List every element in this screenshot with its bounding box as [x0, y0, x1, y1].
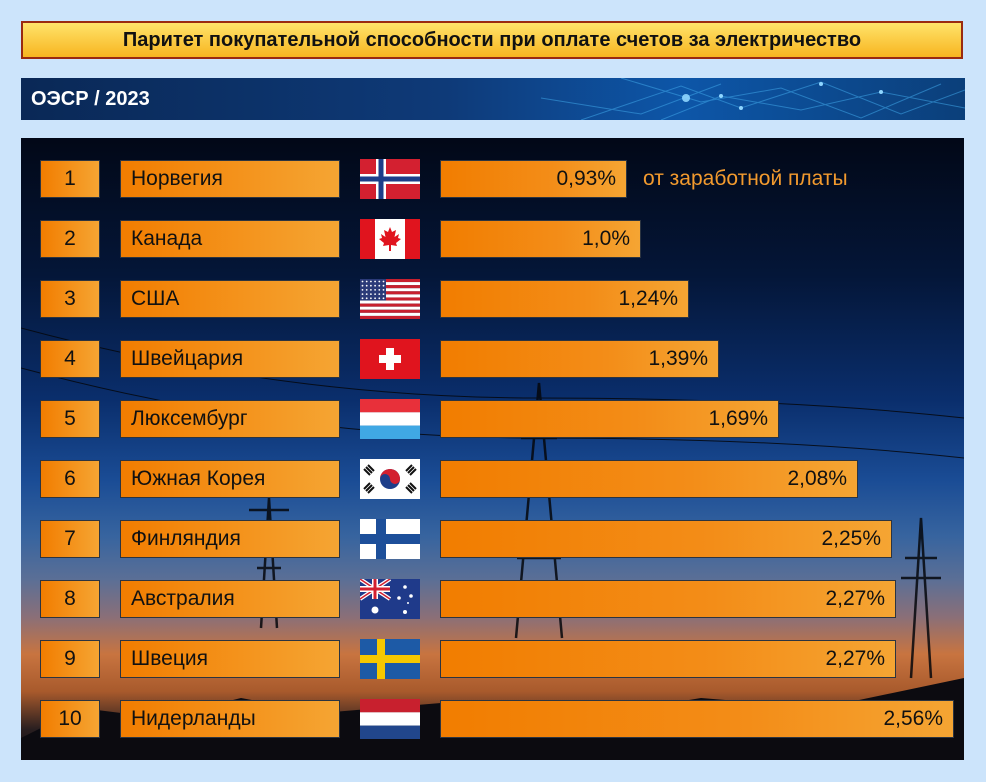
rank-cell: 9: [40, 640, 100, 678]
rank-cell: 3: [40, 280, 100, 318]
country-name: Люксембург: [120, 400, 340, 438]
norway-flag: [360, 159, 420, 199]
country-name: Австралия: [120, 580, 340, 618]
value-bar: 2,56%: [440, 700, 954, 738]
network-pattern-decoration: [540, 78, 965, 120]
value-bar: 2,25%: [440, 520, 892, 558]
country-name: Канада: [120, 220, 340, 258]
country-name: Южная Корея: [120, 460, 340, 498]
country-name: Швеция: [120, 640, 340, 678]
sweden-flag: [360, 639, 420, 679]
value-bar: 2,27%: [440, 580, 896, 618]
rank-cell: 7: [40, 520, 100, 558]
usa-flag: [360, 279, 420, 319]
rank-cell: 2: [40, 220, 100, 258]
south-korea-flag: [360, 459, 420, 499]
chart-panel: 1 Норвегия 0,93% от заработной платы 2 Канада…: [21, 138, 964, 760]
country-name: Нидерланды: [120, 700, 340, 738]
value-bar: 1,24%: [440, 280, 689, 318]
value-bar: 2,27%: [440, 640, 896, 678]
chart-title: Паритет покупательной способности при оп…: [21, 21, 963, 59]
luxembourg-flag: [360, 399, 420, 439]
country-name: Норвегия: [120, 160, 340, 198]
finland-flag: [360, 519, 420, 559]
rank-cell: 8: [40, 580, 100, 618]
switzerland-flag: [360, 339, 420, 379]
netherlands-flag: [360, 699, 420, 739]
country-name: Финляндия: [120, 520, 340, 558]
value-bar: 1,0%: [440, 220, 641, 258]
value-bar: 1,39%: [440, 340, 719, 378]
rank-cell: 5: [40, 400, 100, 438]
rank-cell: 10: [40, 700, 100, 738]
rank-cell: 6: [40, 460, 100, 498]
subtitle: ОЭСР / 2023: [31, 88, 150, 110]
rank-cell: 4: [40, 340, 100, 378]
value-bar: 0,93%: [440, 160, 627, 198]
australia-flag: [358, 577, 420, 619]
canada-flag: [360, 219, 420, 259]
subtitle-banner: ОЭСР / 2023: [21, 78, 965, 120]
country-name: США: [120, 280, 340, 318]
value-bar: 2,08%: [440, 460, 858, 498]
salary-annotation: от заработной платы: [643, 167, 848, 190]
value-bar: 1,69%: [440, 400, 779, 438]
country-name: Швейцария: [120, 340, 340, 378]
rank-cell: 1: [40, 160, 100, 198]
